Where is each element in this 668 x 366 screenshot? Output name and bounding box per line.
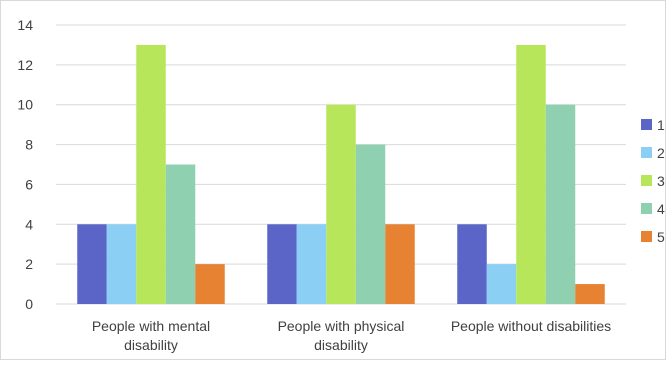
bar-series-5-cat-3 (575, 284, 605, 304)
y-tick-label: 0 (25, 296, 33, 312)
legend-swatch-4 (641, 203, 652, 214)
y-tick-label: 10 (17, 97, 33, 113)
bar-series-2-cat-2 (296, 224, 327, 304)
y-axis-tick-labels: 0 2 4 6 8 10 12 14 (17, 17, 33, 312)
bar-series-4-cat-1 (165, 164, 196, 304)
legend-label: 1 (657, 117, 665, 133)
y-tick-label: 6 (25, 176, 33, 192)
x-category-label: People with physical disability (278, 318, 405, 353)
bar-series-1-cat-3 (457, 224, 487, 304)
bars (77, 44, 605, 305)
bar-series-1-cat-1 (77, 224, 107, 304)
bar-series-3-cat-1 (136, 44, 166, 305)
legend: 1 2 3 4 5 (641, 117, 665, 245)
x-category-label: People without disabilities (451, 318, 611, 334)
y-tick-label: 12 (17, 57, 33, 73)
legend-label: 2 (657, 145, 665, 161)
legend-swatch-5 (641, 231, 652, 242)
x-axis-category-labels: People with mental disability People with … (92, 318, 611, 353)
bar-series-4-cat-3 (545, 104, 576, 304)
legend-label: 5 (657, 229, 665, 245)
y-tick-label: 2 (25, 256, 33, 272)
bar-series-2-cat-3 (486, 264, 517, 304)
y-tick-label: 4 (25, 216, 33, 232)
legend-swatch-1 (641, 119, 652, 130)
bar-series-2-cat-1 (106, 224, 137, 304)
legend-swatch-2 (641, 147, 652, 158)
bar-series-5-cat-1 (195, 264, 225, 304)
bar-series-3-cat-2 (326, 104, 356, 304)
bar-series-1-cat-2 (267, 224, 297, 304)
y-tick-label: 8 (25, 137, 33, 153)
legend-label: 4 (657, 201, 665, 217)
legend-swatch-3 (641, 175, 652, 186)
bar-series-5-cat-2 (385, 224, 415, 304)
legend-label: 3 (657, 173, 665, 189)
bar-series-3-cat-3 (516, 44, 546, 305)
y-tick-label: 14 (17, 17, 33, 33)
x-category-label: People with mental disability (92, 318, 210, 353)
bar-series-4-cat-2 (355, 144, 386, 304)
